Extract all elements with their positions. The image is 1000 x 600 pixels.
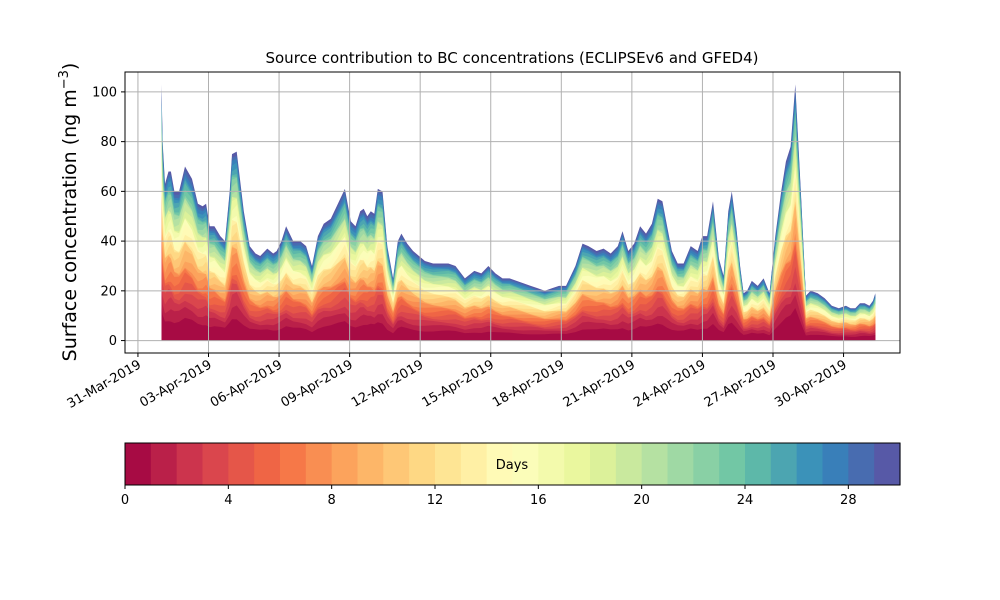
colorbar-tick-label: 28 xyxy=(840,493,857,508)
x-tick-label: 30-Apr-2019 xyxy=(772,357,849,410)
y-tick-label: 0 xyxy=(109,334,117,349)
colorbar-segment xyxy=(357,443,384,485)
y-tick-label: 100 xyxy=(92,85,117,100)
colorbar-segment xyxy=(538,443,565,485)
grid-lines xyxy=(125,72,900,353)
colorbar-segment xyxy=(228,443,255,485)
colorbar-segment xyxy=(745,443,772,485)
x-tick-label: 03-Apr-2019 xyxy=(137,357,214,410)
colorbar-segment xyxy=(719,443,746,485)
colorbar-frame xyxy=(124,442,901,486)
colorbar-segment xyxy=(641,443,669,485)
colorbar-segment xyxy=(125,443,152,485)
colorbar-segment xyxy=(564,443,591,485)
x-tick-label: 06-Apr-2019 xyxy=(208,357,285,410)
colorbar-tick-label: 8 xyxy=(328,493,336,508)
x-tick-label: 15-Apr-2019 xyxy=(420,357,497,410)
y-tick-label: 20 xyxy=(100,284,117,299)
colorbar-segment xyxy=(615,443,643,485)
x-tick-label: 12-Apr-2019 xyxy=(349,357,426,410)
x-tick-label: 27-Apr-2019 xyxy=(702,357,779,410)
stacked-area-layers xyxy=(161,84,876,341)
colorbar-segment xyxy=(305,443,333,485)
y-axis-label-superscript: −3 xyxy=(57,70,72,89)
colorbar-segment xyxy=(693,443,720,485)
colorbar-segment xyxy=(435,443,462,485)
colorbar-segment xyxy=(331,443,359,485)
colorbar-segment xyxy=(280,443,307,485)
colorbar-ticks: 0 4 8 12 16 20 24 28 xyxy=(121,485,857,508)
plot-frame xyxy=(124,71,901,354)
colorbar-segment xyxy=(590,443,617,485)
colorbar-segment xyxy=(176,443,204,485)
colorbar-segment xyxy=(770,443,798,485)
y-axis-label-main: Surface concentration (ng m xyxy=(59,89,81,361)
colorbar-segment xyxy=(150,443,178,485)
x-tick-label: 09-Apr-2019 xyxy=(279,357,356,410)
colorbar xyxy=(125,443,901,485)
area-layer-day-0 xyxy=(161,307,876,341)
colorbar-tick-label: 20 xyxy=(633,493,650,508)
y-axis-label-suffix: ) xyxy=(59,63,81,70)
y-axis: 0 20 40 60 80 100 xyxy=(92,85,125,349)
x-axis: 31-Mar-201903-Apr-201906-Apr-201909-Apr-… xyxy=(65,353,850,412)
colorbar-tick-label: 0 xyxy=(121,493,129,508)
colorbar-segment xyxy=(383,443,410,485)
x-tick-label: 21-Apr-2019 xyxy=(561,357,638,410)
y-tick-label: 40 xyxy=(100,235,117,250)
x-tick-label: 18-Apr-2019 xyxy=(490,357,567,410)
y-tick-label: 60 xyxy=(100,185,117,200)
y-tick-label: 80 xyxy=(100,135,117,150)
colorbar-tick-label: 4 xyxy=(224,493,232,508)
colorbar-segment xyxy=(254,443,281,485)
y-axis-label: Surface concentration (ng m−3) xyxy=(57,63,81,362)
colorbar-tick-label: 24 xyxy=(737,493,754,508)
x-tick-label: 24-Apr-2019 xyxy=(631,357,708,410)
colorbar-segment xyxy=(409,443,436,485)
colorbar-segment xyxy=(822,443,849,485)
colorbar-segment xyxy=(874,443,901,485)
colorbar-segment xyxy=(848,443,875,485)
colorbar-tick-label: 12 xyxy=(427,493,444,508)
colorbar-segment xyxy=(512,443,539,485)
colorbar-segment xyxy=(202,443,229,485)
x-tick-label: 31-Mar-2019 xyxy=(65,357,144,411)
chart-title: Source contribution to BC concentrations… xyxy=(265,49,758,67)
colorbar-segment xyxy=(460,443,488,485)
colorbar-tick-label: 16 xyxy=(530,493,547,508)
colorbar-segment xyxy=(796,443,824,485)
colorbar-segment xyxy=(667,443,694,485)
colorbar-segment xyxy=(486,443,514,485)
colorbar-label: Days xyxy=(496,458,529,473)
